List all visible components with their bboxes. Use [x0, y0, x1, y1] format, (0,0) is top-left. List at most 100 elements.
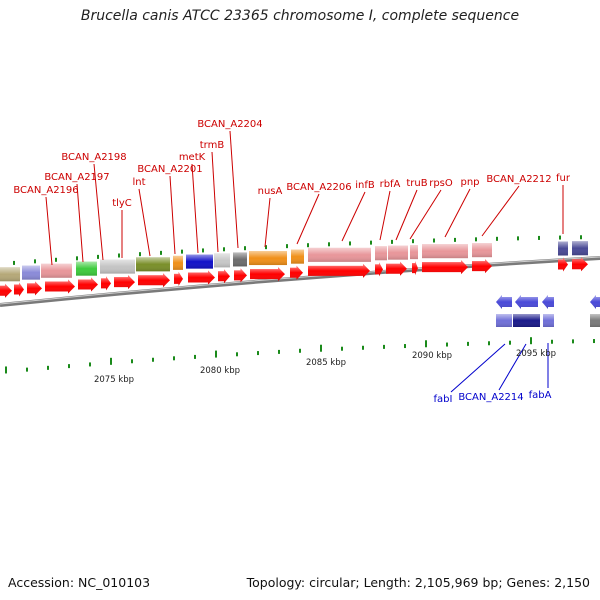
- forward-feature-shine: [27, 281, 42, 296]
- forward-feature-shine: [472, 259, 492, 274]
- reverse-cog-shine: [590, 314, 600, 327]
- forward-feature-shine: [422, 260, 468, 275]
- forward-feature-shine: [250, 267, 285, 282]
- accession-label: Accession: NC_010103: [8, 575, 151, 590]
- cog-feature-shine: [76, 261, 97, 276]
- gene-label: BCAN_A2197: [44, 172, 109, 183]
- cog-feature-shine: [186, 254, 213, 269]
- gene-label: pnp: [460, 177, 479, 188]
- label-leader-lines: [45, 130, 564, 393]
- label-leader-line: [341, 191, 366, 242]
- cog-feature-shine: [22, 265, 40, 280]
- reverse-feature-shine: [496, 295, 512, 309]
- cog-feature-shine: [233, 252, 247, 267]
- reverse-cog-shine: [513, 314, 540, 327]
- gene-label: tlyC: [112, 198, 132, 209]
- cog-feature-shine: [249, 251, 287, 266]
- cog-feature-shine: [422, 244, 468, 259]
- label-leader-line: [409, 189, 442, 240]
- gene-label: fur: [556, 173, 571, 184]
- forward-feature-shine: [308, 263, 370, 278]
- label-leader-line: [296, 193, 320, 245]
- cog-feature-shine: [0, 267, 20, 282]
- label-leader-line: [229, 130, 239, 249]
- forward-feature-shine: [101, 276, 111, 291]
- label-leader-line: [191, 163, 199, 254]
- gene-label: nusA: [258, 186, 283, 197]
- label-leader-line: [169, 175, 176, 255]
- forward-feature-shine: [412, 261, 418, 276]
- reverse-cog-shine: [496, 314, 512, 327]
- gene-label: infB: [355, 180, 375, 191]
- gene-label: lnt: [132, 177, 145, 188]
- map-title: Brucella canis ATCC 23365 chromosome I, …: [80, 8, 520, 24]
- label-leader-line: [45, 196, 53, 266]
- label-leader-line: [138, 188, 151, 257]
- scale-label: 2085 kbp: [306, 358, 346, 368]
- cog-feature-shine: [100, 259, 135, 274]
- cog-features: [0, 241, 588, 282]
- cog-feature-shine: [308, 247, 371, 262]
- label-leader-line: [93, 163, 104, 261]
- forward-feature-shine: [138, 273, 170, 288]
- gene-label: trmB: [200, 140, 225, 151]
- forward-strand-features: [0, 257, 588, 298]
- reverse-feature-shine: [590, 295, 600, 309]
- gene-label: BCAN_A2204: [197, 119, 262, 130]
- gene-label: metK: [179, 152, 206, 163]
- gene-label: BCAN_A2198: [61, 152, 126, 163]
- forward-feature-shine: [290, 265, 303, 280]
- reverse-feature-shine: [542, 295, 554, 309]
- cog-feature-shine: [214, 253, 230, 268]
- cog-feature-shine: [173, 255, 183, 270]
- forward-feature-shine: [234, 268, 247, 283]
- gene-label: BCAN_A2206: [286, 182, 351, 193]
- chromosome-backbone: [0, 256, 600, 307]
- label-leader-line: [76, 183, 84, 263]
- gene-label: fabI: [434, 394, 453, 405]
- forward-feature-shine: [386, 261, 407, 276]
- cog-feature-shine: [291, 249, 304, 264]
- gene-label: BCAN_A2212: [486, 174, 551, 185]
- gene-label: BCAN_A2196: [13, 185, 78, 196]
- forward-feature-shine: [45, 279, 75, 294]
- cog-feature-shine: [375, 246, 387, 261]
- gene-label: fabA: [529, 390, 552, 401]
- scale-label: 2080 kbp: [200, 366, 240, 376]
- forward-feature-shine: [114, 275, 135, 290]
- label-leader-line: [444, 188, 471, 238]
- forward-feature-shine: [375, 262, 383, 277]
- gene-label: BCAN_A2214: [458, 392, 523, 403]
- cog-feature-shine: [41, 263, 72, 278]
- cog-feature-shine: [472, 243, 492, 258]
- scale-label: 2090 kbp: [412, 351, 452, 361]
- forward-feature-shine: [78, 277, 98, 292]
- forward-feature-shine: [218, 269, 230, 284]
- cog-feature-shine: [572, 241, 588, 256]
- label-leader-line: [498, 343, 527, 391]
- label-leader-line: [450, 343, 506, 393]
- topology-label: Topology: circular; Length: 2,105,969 bp…: [246, 575, 590, 590]
- forward-feature-shine: [188, 270, 215, 285]
- scale-labels: 2075 kbp 2080 kbp 2085 kbp 2090 kbp 2095 kbp: [94, 349, 556, 385]
- chromosome-backbone-highlight: [0, 256, 600, 305]
- scale-label: 2075 kbp: [94, 375, 134, 385]
- gene-label: BCAN_A2201: [137, 164, 202, 175]
- reverse-strand-features: [496, 295, 600, 327]
- inner-tick-marks: [5, 337, 595, 374]
- forward-feature-shine: [174, 271, 183, 286]
- label-leader-line: [481, 185, 520, 237]
- scale-label: 2095 kbp: [516, 349, 556, 359]
- reverse-feature-shine: [515, 295, 538, 309]
- outer-tick-marks: [13, 235, 582, 265]
- forward-feature-shine: [572, 257, 588, 272]
- label-leader-line: [395, 189, 418, 241]
- gene-label: truB: [406, 178, 427, 189]
- label-leader-line: [264, 197, 271, 248]
- label-leader-line: [211, 151, 219, 253]
- gene-label: rbfA: [380, 179, 401, 190]
- forward-feature-shine: [14, 282, 24, 297]
- gene-label: rpsO: [429, 178, 453, 189]
